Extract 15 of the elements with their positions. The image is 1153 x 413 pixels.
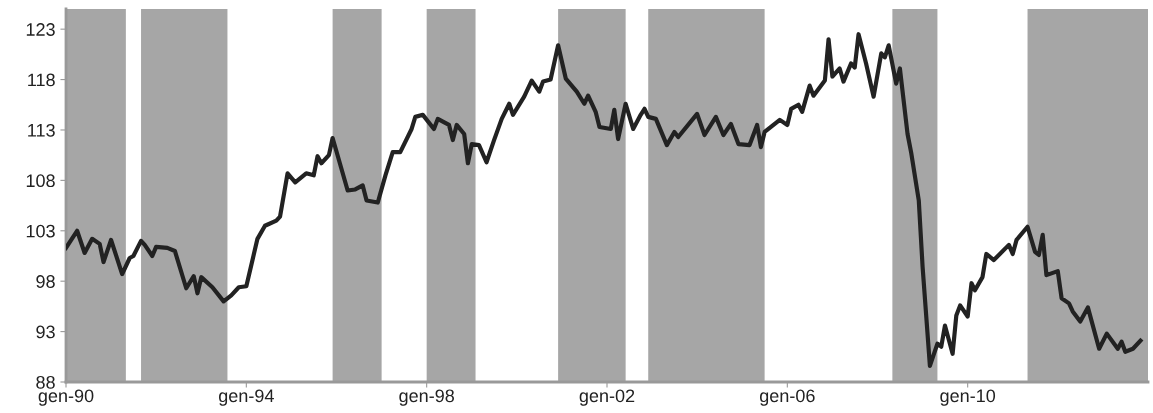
y-tick-label: 98 [36, 275, 55, 288]
y-tick-label: 123 [26, 23, 55, 36]
x-tick-label: gen-02 [579, 389, 635, 406]
x-tick-label: gen-06 [759, 389, 815, 406]
y-tick-label: 118 [28, 73, 55, 87]
line-series [66, 32, 1143, 368]
y-tick-label: 88 [36, 375, 55, 389]
x-tick-label: gen-98 [399, 389, 454, 406]
x-tick-label: gen-90 [38, 389, 94, 406]
y-tick-label: 108 [26, 174, 55, 188]
x-tick-label: gen-10 [940, 389, 996, 406]
y-tick-label: 113 [28, 123, 55, 137]
y-tick-label: 93 [36, 325, 55, 339]
y-tick-label: 103 [26, 224, 55, 238]
x-tick-label: gen-94 [218, 389, 274, 406]
